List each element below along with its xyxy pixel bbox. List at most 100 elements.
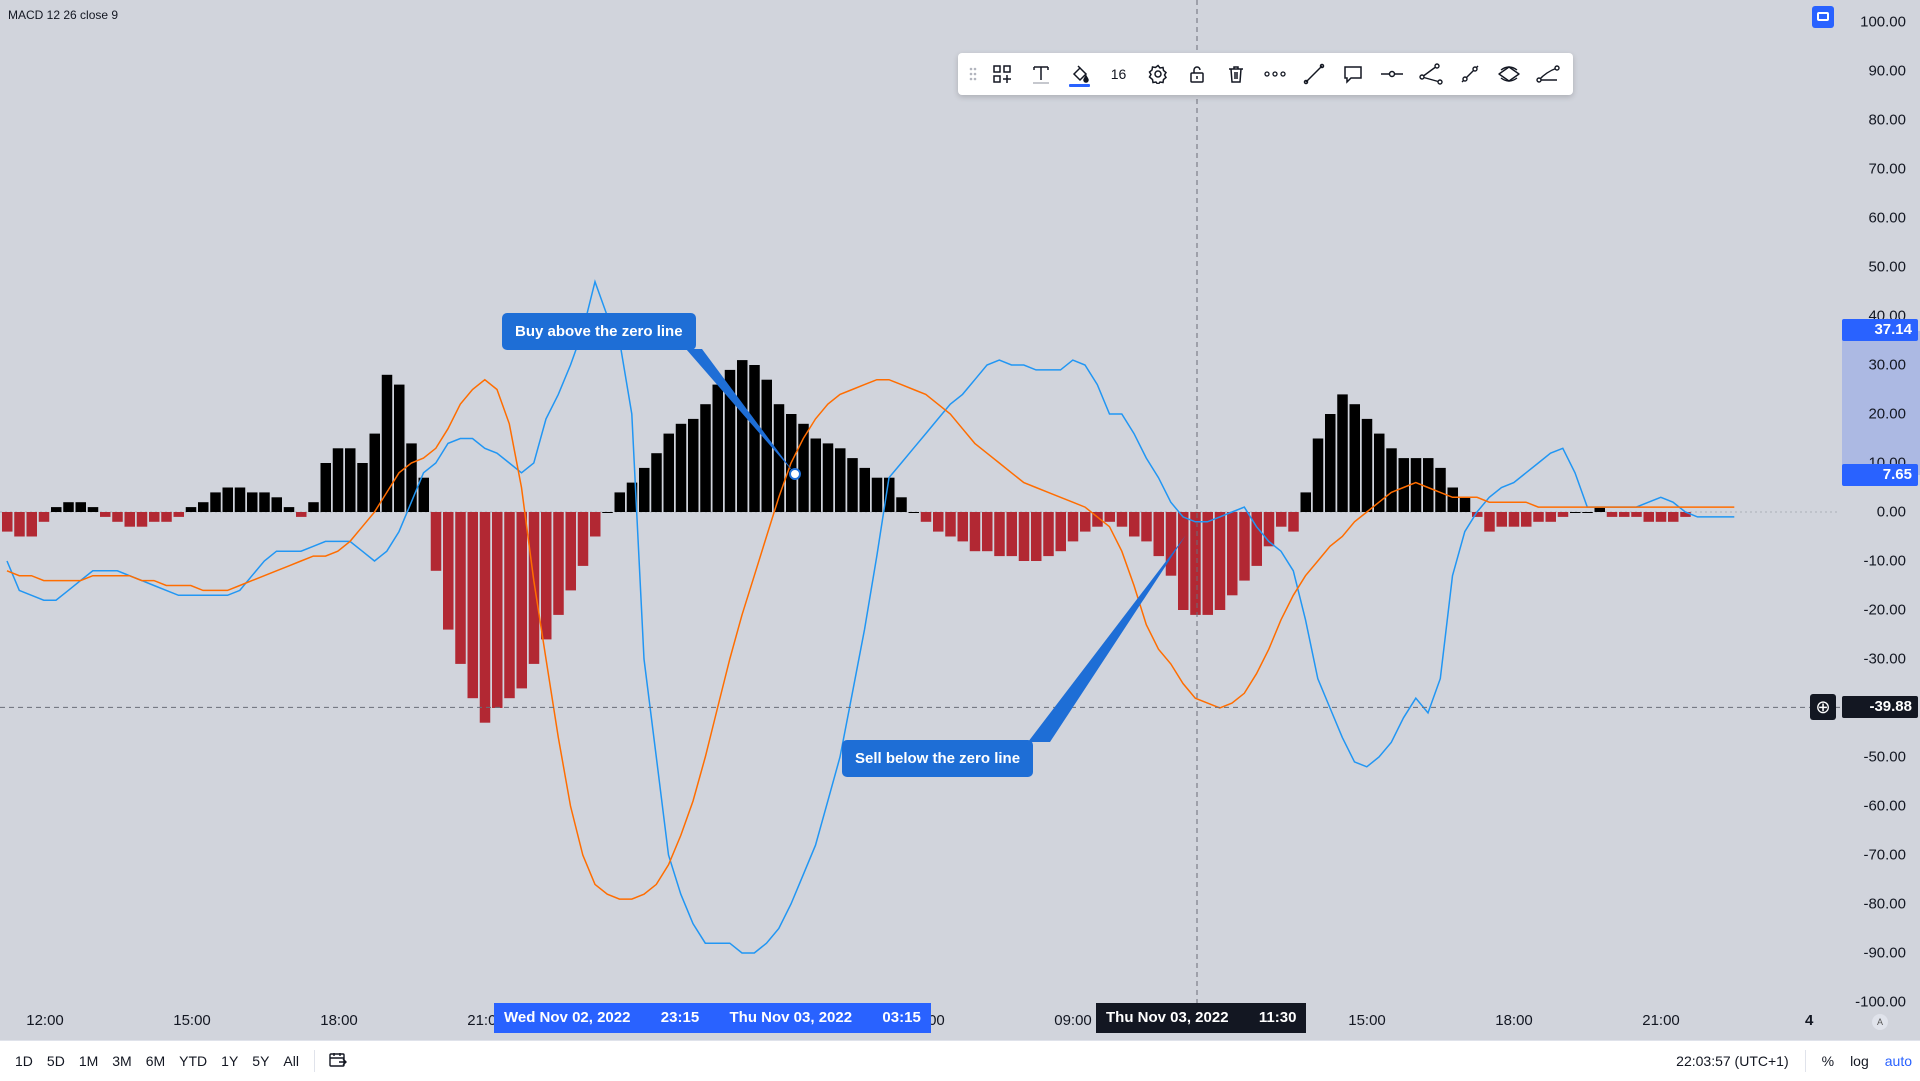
histogram-bar: [1104, 512, 1115, 522]
drag-handle-icon[interactable]: [964, 56, 982, 92]
histogram-bar: [1276, 512, 1287, 527]
histogram-bar: [516, 512, 527, 689]
percent-toggle[interactable]: %: [1821, 1053, 1835, 1069]
log-toggle[interactable]: log: [1850, 1053, 1869, 1069]
histogram-bar: [1508, 512, 1520, 527]
time-scale-label[interactable]: 4: [1805, 1012, 1814, 1029]
histogram-bar: [38, 512, 50, 522]
histogram-bar: [884, 477, 895, 512]
histogram-bar: [26, 512, 37, 537]
price-range-band: [1842, 331, 1920, 475]
histogram-bar: [1300, 492, 1311, 512]
range-button-1m[interactable]: 1M: [78, 1053, 99, 1069]
price-tick: 80.00: [1868, 111, 1906, 129]
histogram-bar: [1472, 512, 1483, 517]
buy-callout[interactable]: Buy above the zero line: [502, 313, 696, 350]
histogram-bar: [406, 443, 417, 512]
range-button-1d[interactable]: 1D: [15, 1053, 33, 1069]
clock[interactable]: 22:03:57 (UTC+1): [1676, 1053, 1789, 1069]
ellipse-icon[interactable]: [1489, 56, 1528, 92]
sell-callout[interactable]: Sell below the zero line: [842, 740, 1034, 777]
histogram-bar: [688, 418, 699, 512]
text-icon[interactable]: [1021, 56, 1060, 92]
histogram-bar: [920, 512, 932, 522]
histogram-bar: [136, 512, 148, 527]
range-button-5y[interactable]: 5Y: [252, 1053, 270, 1069]
histogram-bar: [614, 492, 625, 512]
histogram-bar: [161, 512, 172, 522]
histogram-bar: [1680, 512, 1691, 517]
histogram-bar: [430, 512, 442, 571]
chart-pane[interactable]: MACD 12 26 close 9: [0, 0, 1840, 1030]
histogram-bar: [87, 507, 99, 512]
horizontal-ray-icon[interactable]: [1372, 56, 1411, 92]
histogram-bar: [492, 512, 503, 708]
font-size-button[interactable]: 16: [1110, 66, 1127, 82]
range-button-6m[interactable]: 6M: [145, 1053, 166, 1069]
range-button-5d[interactable]: 5D: [46, 1053, 65, 1069]
histogram-bar: [541, 512, 552, 640]
range-button-3m[interactable]: 3M: [112, 1053, 132, 1069]
sell-callout-pointer: [1028, 535, 1186, 742]
histogram-bar: [222, 487, 233, 512]
range-end-time: 03:15: [882, 1009, 921, 1026]
range-button-1y[interactable]: 1Y: [221, 1053, 239, 1069]
range-button-all[interactable]: All: [283, 1053, 299, 1069]
histogram-bar: [773, 404, 785, 512]
trend-line-icon[interactable]: [1294, 56, 1333, 92]
histogram-bar: [994, 512, 1005, 557]
settings-icon[interactable]: [1138, 56, 1177, 92]
histogram-bar: [822, 443, 834, 512]
histogram-bar: [590, 512, 601, 537]
histogram-bar: [1043, 512, 1054, 557]
buy-callout-pointer: [686, 349, 795, 474]
histogram-bar: [577, 512, 589, 566]
histogram-bar: [626, 482, 638, 512]
histogram-bar: [896, 497, 907, 512]
histogram-bar: [1006, 512, 1017, 557]
macd-chart[interactable]: [0, 0, 1840, 1030]
comment-icon[interactable]: [1333, 56, 1372, 92]
path-icon[interactable]: [1411, 56, 1450, 92]
histogram-bar: [394, 384, 405, 512]
separator: [1804, 1050, 1806, 1072]
info-line-icon[interactable]: [1450, 56, 1489, 92]
histogram-bar: [1447, 487, 1458, 512]
trash-icon[interactable]: [1216, 56, 1255, 92]
price-tick: 90.00: [1868, 62, 1906, 80]
histogram-bar: [565, 512, 576, 591]
histogram-bar: [847, 458, 858, 512]
histogram-bar: [332, 448, 344, 512]
calendar-goto-icon[interactable]: [323, 1052, 353, 1071]
histogram-bar: [418, 477, 429, 512]
range-end-date: Thu Nov 03, 2022: [729, 1009, 853, 1026]
lock-icon[interactable]: [1177, 56, 1216, 92]
fill-color-icon[interactable]: [1060, 56, 1099, 92]
histogram-bar: [1606, 512, 1618, 517]
histogram-bar: [675, 423, 687, 512]
time-tick: 18:00: [1495, 1012, 1533, 1029]
histogram-bar: [1141, 512, 1152, 542]
time-tick: 18:00: [320, 1012, 358, 1029]
auto-toggle[interactable]: auto: [1884, 1053, 1912, 1069]
histogram-bar: [1312, 438, 1324, 512]
macd-value-label: 37.14: [1842, 319, 1918, 341]
chart-settings-icon[interactable]: [1812, 6, 1834, 28]
more-icon[interactable]: [1255, 56, 1294, 92]
templates-icon[interactable]: [982, 56, 1021, 92]
histogram-bar: [467, 512, 478, 699]
histogram-bar: [1288, 512, 1299, 532]
range-button-ytd[interactable]: YTD: [179, 1053, 208, 1069]
histogram-bar: [1031, 512, 1042, 561]
curve-icon[interactable]: [1528, 56, 1567, 92]
histogram-bar: [651, 453, 662, 512]
date-range-buttons: 1D 5D 1M 3M 6M YTD 1Y 5Y All: [8, 1053, 306, 1069]
histogram-bar: [1349, 404, 1360, 512]
histogram-bar: [14, 512, 25, 537]
histogram-bar: [1410, 458, 1422, 512]
price-axis[interactable]: 100.00 90.00 80.00 70.00 60.00 50.00 40.00 30.0…: [1840, 0, 1920, 1030]
auto-scale-chip[interactable]: A: [1872, 1014, 1888, 1030]
indicator-title[interactable]: MACD 12 26 close 9: [8, 8, 119, 22]
histogram-bar: [1557, 512, 1569, 517]
plus-circle-icon[interactable]: ⊕: [1810, 694, 1836, 720]
